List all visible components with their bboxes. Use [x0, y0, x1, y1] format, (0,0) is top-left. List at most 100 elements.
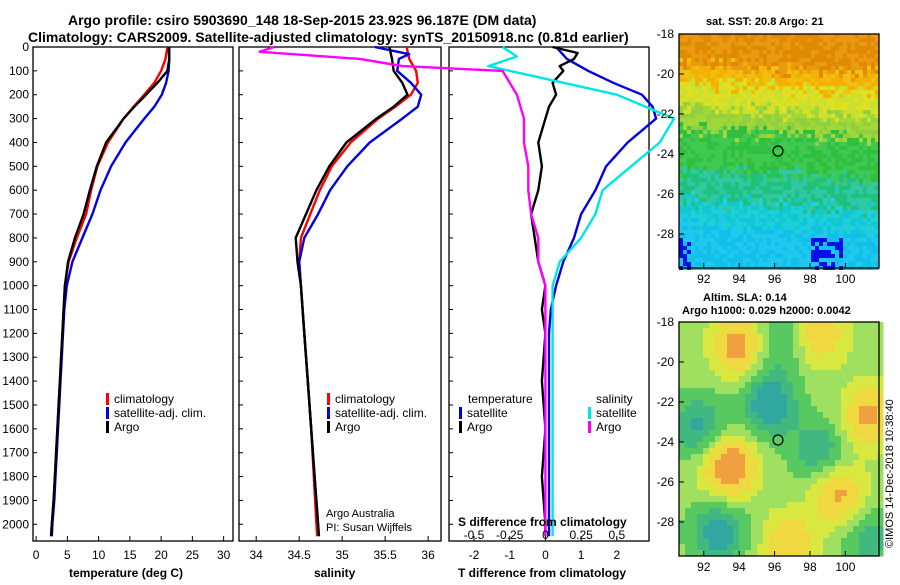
altim-cell — [793, 370, 800, 377]
sst-cell — [695, 166, 699, 170]
altim-cell — [757, 508, 764, 515]
sst-cell — [875, 258, 879, 262]
sst-cell — [723, 166, 727, 170]
altim-cell — [787, 436, 794, 443]
altim-cell — [829, 442, 836, 449]
altim-cell — [751, 484, 758, 491]
sst-cell — [755, 98, 759, 102]
sst-cell — [771, 242, 775, 246]
sst-cell — [751, 34, 755, 38]
altim-cell — [757, 400, 764, 407]
sst-cell — [815, 78, 819, 82]
sst-cell — [771, 98, 775, 102]
sst-cell — [831, 154, 835, 158]
sst-cell — [775, 178, 779, 182]
altim-cell — [853, 388, 860, 395]
sst-cell — [803, 86, 807, 90]
sst-cell — [803, 142, 807, 146]
sst-cell — [867, 74, 871, 78]
temperature-profile-lines — [49, 46, 171, 537]
sst-cell — [763, 226, 767, 230]
altim-cell — [709, 532, 716, 539]
depth-tick-label: 1600 — [2, 422, 29, 436]
sst-cell — [691, 146, 695, 150]
sst-cell — [811, 194, 815, 198]
altim-cell — [691, 322, 698, 329]
altim-cell — [715, 448, 722, 455]
sst-cell — [783, 54, 787, 58]
sst-cell — [703, 90, 707, 94]
altim-cell — [835, 520, 842, 527]
sst-cell — [683, 222, 687, 226]
sst-cell — [699, 162, 703, 166]
altim-cell — [823, 382, 830, 389]
sst-cell — [747, 134, 751, 138]
sst-cell — [795, 46, 799, 50]
map-lon-label: 96 — [768, 272, 782, 286]
sst-cell — [683, 70, 687, 74]
altim-cell — [757, 526, 764, 533]
sst-cell — [683, 134, 687, 138]
altim-map-title-2: Argo h1000: 0.029 h2000: 0.0042 — [682, 305, 851, 317]
altim-cell — [775, 490, 782, 497]
altim-cell — [811, 358, 818, 365]
sst-cell — [755, 94, 759, 98]
altim-cell — [679, 550, 686, 557]
sst-cell — [695, 106, 699, 110]
sst-cell — [719, 90, 723, 94]
altim-cell — [781, 514, 788, 521]
sst-cell — [731, 178, 735, 182]
sst-cell — [739, 250, 743, 254]
sst-cell — [711, 150, 715, 154]
sst-cell — [851, 90, 855, 94]
sst-cell — [791, 242, 795, 246]
sst-cell — [711, 234, 715, 238]
sst-cell — [803, 190, 807, 194]
sst-cell — [775, 258, 779, 262]
sst-cell — [847, 194, 851, 198]
altim-cell — [835, 466, 842, 473]
sst-cell — [823, 126, 827, 130]
altim-cell — [877, 370, 884, 377]
sst-cell — [803, 110, 807, 114]
sst-cell — [799, 130, 803, 134]
altim-cell — [835, 370, 842, 377]
sst-cell — [739, 182, 743, 186]
altim-cell — [793, 502, 800, 509]
altim-cell — [691, 544, 698, 551]
sst-cell — [851, 114, 855, 118]
altim-cell — [775, 406, 782, 413]
altim-cell — [697, 400, 704, 407]
sst-cell — [787, 254, 791, 258]
altim-cell — [841, 364, 848, 371]
sst-cell — [723, 130, 727, 134]
sst-cell — [703, 122, 707, 126]
sst-cell — [859, 230, 863, 234]
altim-cell — [841, 544, 848, 551]
altim-cell — [817, 478, 824, 485]
altim-cell — [745, 448, 752, 455]
altim-cell — [757, 424, 764, 431]
altim-cell — [763, 448, 770, 455]
sst-cell — [767, 190, 771, 194]
sst-cell — [735, 226, 739, 230]
x-tick-label: 20 — [154, 548, 168, 562]
sst-cell — [819, 178, 823, 182]
sst-cell — [827, 66, 831, 70]
altim-cell — [745, 520, 752, 527]
sst-cell — [835, 62, 839, 66]
sst-cell — [807, 162, 811, 166]
sst-cell — [851, 86, 855, 90]
sst-cell — [807, 74, 811, 78]
altim-cell — [871, 448, 878, 455]
sst-cell — [871, 262, 875, 266]
sst-cell — [791, 186, 795, 190]
sst-cell — [815, 254, 819, 258]
sst-cell — [839, 238, 843, 242]
altim-cell — [775, 436, 782, 443]
altim-cell — [847, 364, 854, 371]
map-lon-label: 92 — [697, 272, 711, 286]
sst-cell — [867, 194, 871, 198]
sst-cell — [783, 206, 787, 210]
sst-cell — [819, 118, 823, 122]
